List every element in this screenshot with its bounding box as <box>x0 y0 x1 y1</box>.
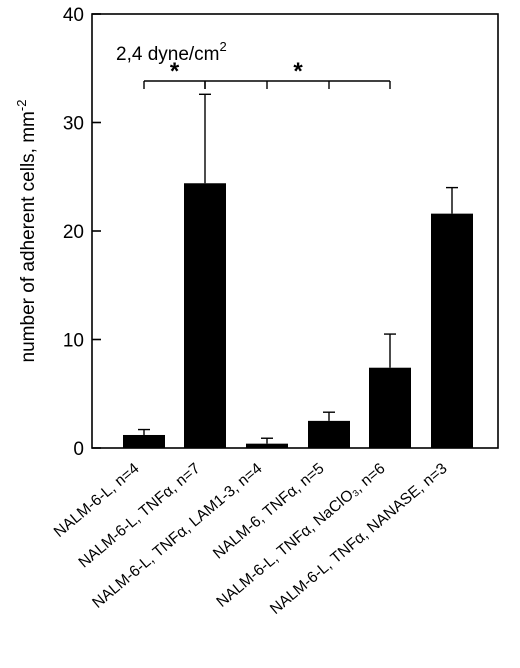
annotations: 2,4 dyne/cm2* * <box>116 39 391 89</box>
bar <box>431 213 473 448</box>
bar <box>184 183 226 448</box>
bar <box>123 434 165 448</box>
bar <box>308 420 350 448</box>
axes: 0 10 20 30 40 <box>63 5 499 460</box>
bar <box>369 367 411 448</box>
bars <box>123 93 473 448</box>
y-tick-label: 20 <box>63 222 84 243</box>
annotation-text: 2,4 dyne/cm2 <box>116 39 227 65</box>
y-tick-label: 0 <box>73 439 84 460</box>
y-axis-label: number of adherent cells, mm-2 <box>14 100 39 363</box>
significance-star: * <box>293 58 303 85</box>
y-tick-label: 30 <box>63 114 84 135</box>
significance-star: * <box>170 58 180 85</box>
category-label: NALM-6-L, TNFα, n=7 <box>75 460 203 571</box>
labels: number of adherent cells, mm-2 NALM-6-L, … <box>14 100 451 618</box>
category-label: NALM-6, TNFα, n=5 <box>210 460 328 562</box>
y-tick-label: 40 <box>63 5 84 26</box>
bar <box>246 443 288 448</box>
y-tick-label: 10 <box>63 331 84 352</box>
